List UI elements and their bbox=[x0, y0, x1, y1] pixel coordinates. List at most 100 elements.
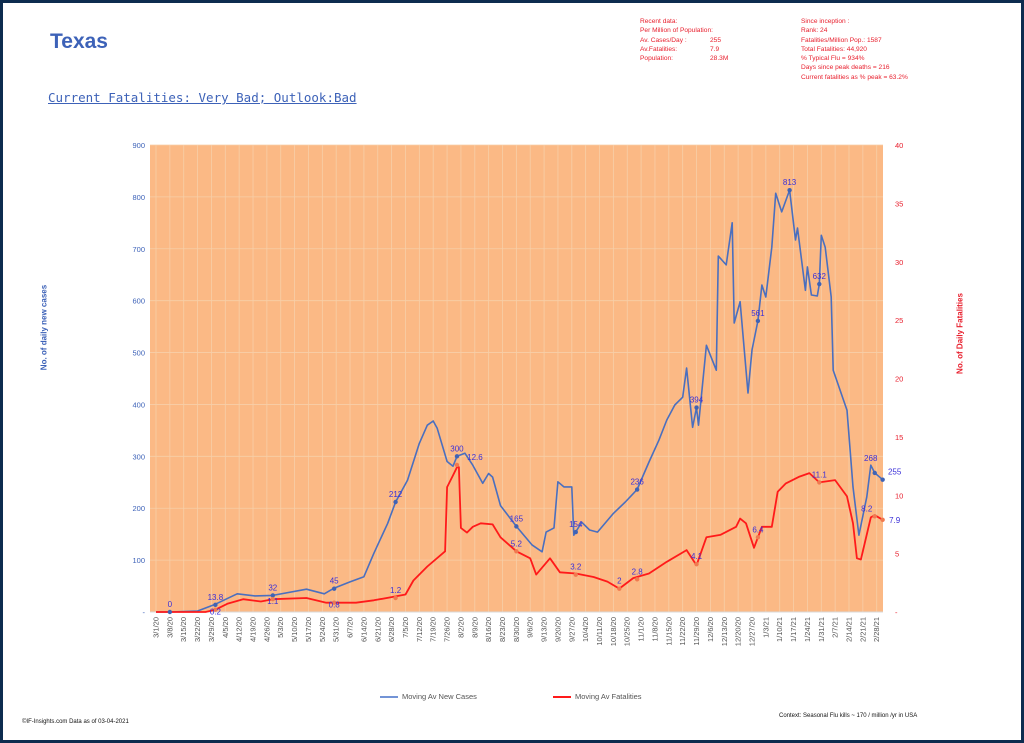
data-point bbox=[332, 600, 337, 605]
data-label: 4.1 bbox=[691, 552, 703, 561]
inception-line: Days since peak deaths = 216 bbox=[801, 64, 890, 72]
data-point bbox=[817, 281, 822, 287]
legend-item-cases[interactable]: Moving Av New Cases bbox=[380, 692, 477, 701]
y2-tick-label: 25 bbox=[895, 316, 903, 325]
stat-row: Av.Fatalities: 7.9 bbox=[640, 45, 728, 54]
inception-line: Total Fatalities: 44,920 bbox=[801, 45, 867, 53]
data-label: 632 bbox=[813, 272, 827, 281]
x-tick-label: 1/31/21 bbox=[817, 617, 826, 642]
stat-label: Population: bbox=[640, 55, 673, 63]
inception-line: Fatalities/Million Pop.: 1587 bbox=[801, 36, 882, 44]
x-tick-label: 9/6/20 bbox=[526, 617, 535, 638]
data-label: 45 bbox=[330, 577, 339, 586]
data-point bbox=[787, 187, 792, 193]
recent-data-panel: Recent data: Per Million of Population: … bbox=[640, 17, 728, 63]
stat-row: Av. Cases/Day : 255 bbox=[640, 36, 728, 45]
x-tick-label: 11/15/20 bbox=[664, 617, 673, 646]
data-point bbox=[755, 318, 761, 324]
x-tick-label: 1/24/21 bbox=[803, 617, 812, 642]
x-tick-label: 12/27/20 bbox=[747, 617, 756, 646]
y-tick-label: 100 bbox=[132, 556, 145, 565]
y-tick-label: 200 bbox=[132, 504, 145, 513]
data-point bbox=[573, 572, 578, 577]
y-tick-label: 600 bbox=[132, 297, 145, 306]
inception-line: % Typical Flu = 934% bbox=[801, 55, 865, 63]
data-label: 165 bbox=[510, 514, 524, 523]
x-tick-label: 7/12/20 bbox=[415, 617, 424, 642]
x-tick-label: 8/9/20 bbox=[470, 617, 479, 638]
data-point bbox=[617, 586, 622, 591]
y2-tick-label: 10 bbox=[895, 491, 903, 500]
data-label: 3.2 bbox=[570, 563, 582, 572]
x-tick-label: 8/23/20 bbox=[498, 617, 507, 642]
data-point bbox=[454, 462, 460, 468]
data-point bbox=[393, 499, 398, 505]
footer-source: ©IF-Insights.com Data as of 03-04-2021 bbox=[22, 719, 129, 725]
data-point bbox=[514, 549, 519, 554]
x-tick-label: 11/1/20 bbox=[637, 617, 646, 641]
y2-tick-label: 30 bbox=[895, 258, 903, 267]
legend-item-fatalities[interactable]: Moving Av Fatalities bbox=[553, 692, 642, 701]
y2-tick-label: 15 bbox=[895, 433, 903, 442]
x-tick-label: 2/28/21 bbox=[872, 617, 881, 642]
data-point bbox=[454, 454, 460, 459]
x-tick-label: 10/25/20 bbox=[623, 617, 632, 646]
inception-line: Rank: 24 bbox=[801, 27, 828, 35]
data-label: 268 bbox=[864, 454, 878, 463]
x-tick-label: 4/5/20 bbox=[221, 617, 230, 638]
cases-swatch bbox=[380, 695, 398, 698]
x-tick-label: 6/14/20 bbox=[359, 617, 368, 642]
stat-label: Av.Fatalities: bbox=[640, 45, 678, 53]
inception-line: Current fatalities as % peak = 63.2% bbox=[801, 73, 908, 81]
x-tick-label: 4/26/20 bbox=[262, 617, 271, 642]
y2-tick-label: 20 bbox=[895, 375, 903, 384]
x-tick-label: 3/22/20 bbox=[193, 617, 202, 642]
data-point bbox=[393, 595, 398, 601]
x-tick-label: 4/19/20 bbox=[249, 617, 258, 642]
x-tick-label: 2/21/21 bbox=[858, 617, 867, 642]
data-label: 2 bbox=[617, 577, 622, 586]
data-label: 813 bbox=[783, 178, 797, 187]
data-label: 212 bbox=[389, 490, 403, 499]
x-tick-label: 1/3/21 bbox=[761, 617, 770, 638]
recent-heading: Recent data: bbox=[640, 18, 678, 25]
data-label: 236 bbox=[630, 478, 644, 487]
y-tick-label: 500 bbox=[132, 349, 145, 358]
data-point bbox=[332, 586, 337, 591]
data-point bbox=[213, 602, 218, 608]
left-axis-ticks: - 100 200 300 400 500 600 700 800 900 bbox=[132, 141, 145, 617]
y2-tick-label: 35 bbox=[895, 199, 903, 208]
x-tick-label: 10/11/20 bbox=[595, 617, 604, 646]
data-point bbox=[880, 517, 885, 522]
data-point bbox=[880, 477, 885, 482]
data-point bbox=[514, 524, 519, 529]
data-point bbox=[694, 405, 699, 410]
data-label: 12.6 bbox=[467, 453, 483, 462]
data-point bbox=[167, 609, 173, 615]
x-tick-label: 8/30/20 bbox=[512, 617, 521, 642]
data-label: 1.1 bbox=[267, 597, 279, 606]
x-tick-label: 11/8/20 bbox=[650, 617, 659, 641]
right-axis-ticks: - 5 10 15 20 25 30 35 40 bbox=[895, 141, 903, 617]
x-tick-label: 6/28/20 bbox=[387, 617, 396, 642]
data-label: 0 bbox=[168, 600, 173, 609]
y-tick-label: 900 bbox=[132, 141, 145, 150]
stat-value: 28.3M bbox=[710, 55, 729, 63]
x-tick-label: 4/12/20 bbox=[235, 617, 244, 642]
status-subtitle: Current Fatalities: Very Bad; Outlook:Ba… bbox=[48, 90, 357, 105]
data-label: 1.2 bbox=[390, 586, 402, 595]
x-tick-label: 6/21/20 bbox=[373, 617, 382, 642]
x-tick-label: 8/16/20 bbox=[484, 617, 493, 642]
data-label: 11.1 bbox=[812, 470, 828, 479]
x-tick-label: 12/13/20 bbox=[720, 617, 729, 646]
x-tick-label: 3/15/20 bbox=[179, 617, 188, 642]
x-tick-label: 9/20/20 bbox=[553, 617, 562, 642]
stat-row: Population: 28.3M bbox=[640, 54, 728, 63]
x-tick-label: 9/27/20 bbox=[567, 617, 576, 642]
data-label: 394 bbox=[690, 396, 704, 405]
x-tick-label: 2/7/21 bbox=[831, 617, 840, 638]
x-tick-label: 12/6/20 bbox=[706, 617, 715, 642]
y-tick-label: - bbox=[143, 608, 146, 617]
